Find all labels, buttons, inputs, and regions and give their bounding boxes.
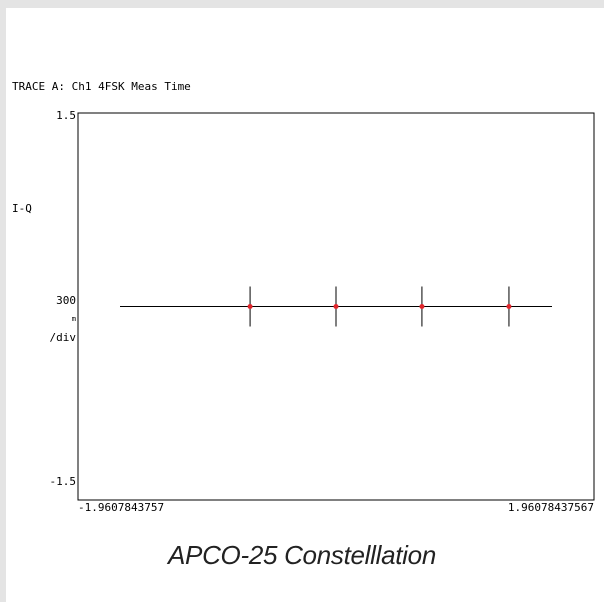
y-tick-label-bottom: -1.5 — [49, 475, 77, 488]
scale-per-div: /div — [49, 331, 77, 344]
y-axis-label: I-Q — [12, 202, 32, 215]
constellation-point-3 — [419, 304, 425, 309]
scale-unit: m — [71, 315, 76, 323]
plot-marks — [120, 286, 552, 327]
scale-value: 300 — [56, 294, 76, 307]
x-tick-label-right: 1.96078437567 — [507, 501, 594, 514]
plot-frame — [77, 112, 595, 501]
trace-title: TRACE A: Ch1 4FSK Meas Time — [12, 80, 191, 93]
x-tick-label-left: -1.9607843757 — [78, 501, 165, 514]
scale-readout: 300 m /div — [30, 286, 77, 344]
constellation-point-1 — [247, 304, 253, 309]
chart-panel — [6, 8, 604, 602]
constellation-point-4 — [506, 304, 512, 309]
figure-caption: APCO-25 Constelllation — [168, 540, 436, 570]
y-tick-label-top: 1.5 — [56, 109, 76, 122]
constellation-point-2 — [333, 304, 339, 309]
